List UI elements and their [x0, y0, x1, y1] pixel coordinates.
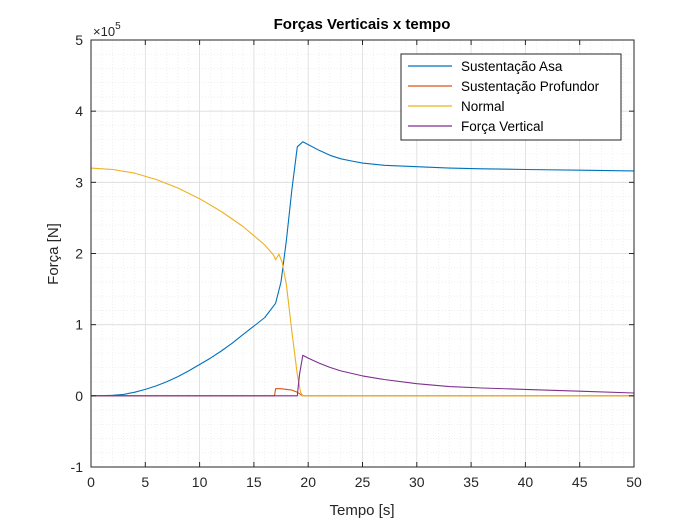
- series-line-1: [90, 141, 635, 397]
- x-tick-label: 45: [572, 474, 588, 490]
- legend: Sustentação Asa Sustentação Profundor Norm…: [400, 53, 622, 141]
- y-tick-labels: -1 0 1 2 3 4 5: [71, 32, 84, 475]
- x-tick-label: 25: [355, 474, 371, 490]
- x-tick-label: 35: [463, 474, 479, 490]
- x-axis-label: Tempo [s]: [329, 502, 394, 519]
- y-tick-label: 5: [75, 32, 83, 48]
- y-exponent-label: ×105: [93, 21, 121, 39]
- y-tick-label: 3: [75, 174, 83, 190]
- x-tick-label: 20: [300, 474, 316, 490]
- y-tick-label: 2: [75, 246, 83, 262]
- series-line-4: [91, 354, 635, 397]
- x-tick-labels: 0 5 10 15 20 25 30 35 40 45 50: [87, 474, 642, 490]
- y-axis-label: Força [N]: [45, 223, 62, 285]
- series-line-3: [90, 167, 634, 397]
- x-tick-label: 30: [409, 474, 425, 490]
- x-tick-label: 5: [141, 474, 149, 490]
- y-tick-label: -1: [71, 459, 84, 475]
- axis-ticks: [90, 39, 635, 468]
- legend-label: Normal: [461, 99, 505, 114]
- legend-label: Sustentação Profundor: [461, 79, 600, 94]
- chart-title: Forças Verticais x tempo: [274, 16, 451, 33]
- x-tick-label: 50: [626, 474, 642, 490]
- x-tick-label: 40: [518, 474, 534, 490]
- x-tick-label: 0: [87, 474, 95, 490]
- series-layer: [90, 141, 635, 397]
- y-tick-label: 4: [75, 103, 83, 119]
- y-tick-label: 1: [75, 317, 83, 333]
- legend-label: Sustentação Asa: [461, 59, 563, 74]
- x-tick-label: 10: [192, 474, 208, 490]
- x-tick-label: 15: [246, 474, 262, 490]
- legend-label: Força Vertical: [461, 119, 544, 134]
- y-tick-label: 0: [75, 388, 83, 404]
